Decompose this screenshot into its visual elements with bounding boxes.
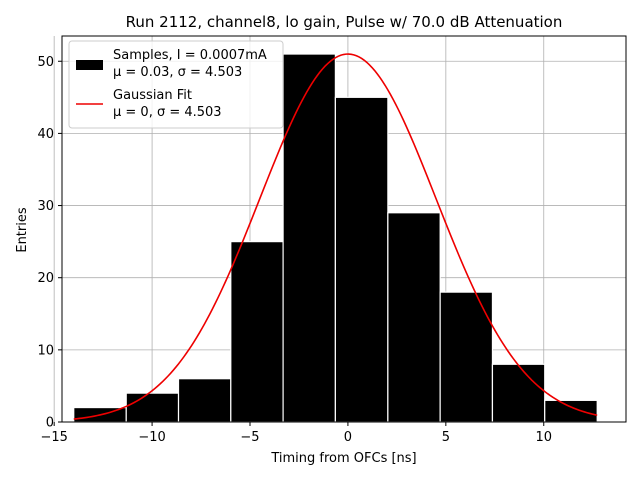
histogram-bar bbox=[230, 241, 284, 423]
plot-frame bbox=[61, 35, 627, 423]
histogram-bar bbox=[491, 363, 546, 423]
x-axis-label: Timing from OFCs [ns] bbox=[270, 451, 416, 466]
histogram-bar bbox=[439, 291, 494, 423]
legend-fit-label: Gaussian Fit bbox=[113, 88, 192, 103]
x-tick-label: 10 bbox=[535, 430, 552, 445]
histogram-bar bbox=[177, 378, 232, 423]
x-tick-label: 0 bbox=[344, 430, 352, 445]
y-tick-label: 50 bbox=[37, 55, 54, 70]
legend-histogram-label: Samples, I = 0.0007mA bbox=[113, 48, 267, 63]
histogram-bar bbox=[282, 53, 336, 423]
y-tick-label: 40 bbox=[37, 127, 54, 142]
y-axis-label: Entries bbox=[15, 207, 30, 253]
legend-fit-stats: μ = 0, σ = 4.503 bbox=[113, 105, 222, 120]
gaussian-fit-curve bbox=[73, 53, 598, 420]
chart-title: Run 2112, channel8, lo gain, Pulse w/ 70… bbox=[126, 13, 563, 31]
legend-histogram-stats: μ = 0.03, σ = 4.503 bbox=[113, 65, 242, 80]
y-tick-label: 10 bbox=[37, 343, 54, 358]
x-tick-label: −10 bbox=[138, 430, 165, 445]
legend-histogram-swatch bbox=[76, 60, 103, 70]
x-axis-ticks: −15 −10 −5 0 5 10 bbox=[40, 422, 552, 445]
legend: Samples, I = 0.0007mA μ = 0.03, σ = 4.50… bbox=[68, 40, 284, 129]
histogram-bar bbox=[334, 96, 389, 423]
y-tick-label: 0 bbox=[46, 416, 54, 431]
histogram-bars bbox=[73, 53, 598, 423]
x-tick-label: 5 bbox=[442, 430, 450, 445]
histogram-bar bbox=[125, 392, 180, 423]
histogram-bar bbox=[387, 212, 441, 423]
y-tick-label: 30 bbox=[37, 199, 54, 214]
histogram-bar bbox=[544, 399, 598, 423]
legend-box bbox=[68, 40, 284, 129]
y-tick-label: 20 bbox=[37, 271, 54, 286]
x-tick-label: −15 bbox=[40, 430, 67, 445]
y-axis-ticks: 0 10 20 30 40 50 bbox=[37, 55, 62, 431]
x-tick-label: −5 bbox=[240, 430, 259, 445]
